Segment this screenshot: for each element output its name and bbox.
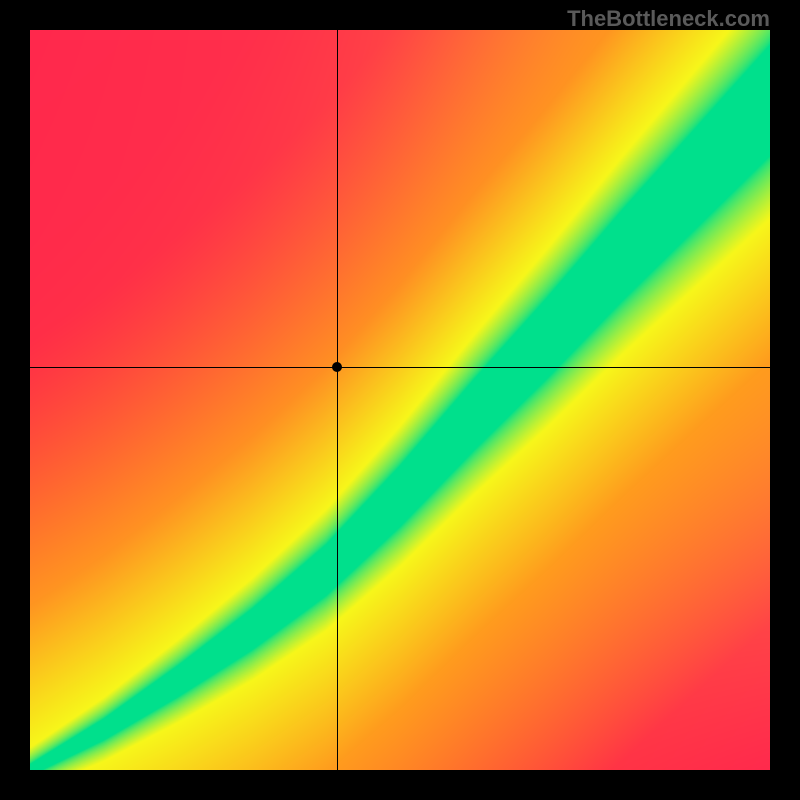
crosshair-horizontal <box>30 367 770 368</box>
plot-area <box>30 30 770 770</box>
crosshair-vertical <box>337 30 338 770</box>
watermark-text: TheBottleneck.com <box>567 6 770 32</box>
crosshair-marker-dot <box>332 362 342 372</box>
heatmap-canvas <box>30 30 770 770</box>
